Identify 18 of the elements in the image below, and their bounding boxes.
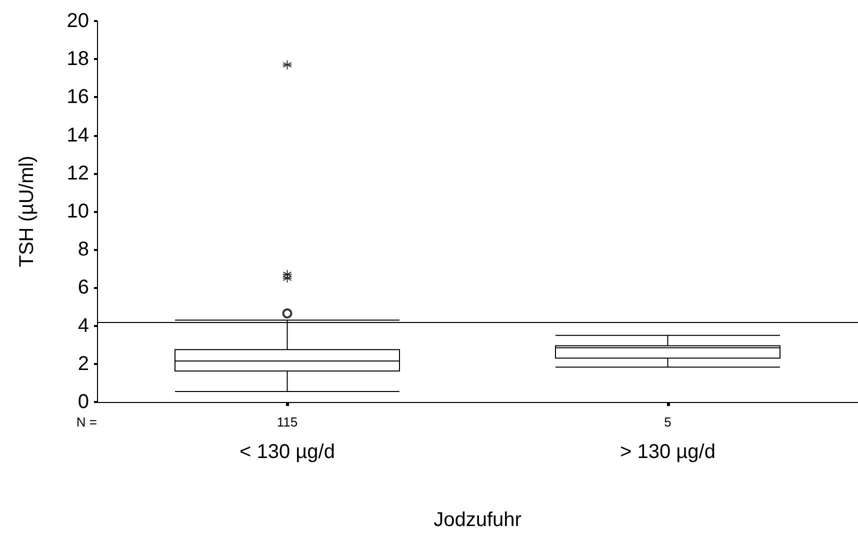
text: 5 <box>664 414 672 430</box>
text: 115 <box>276 414 298 430</box>
y-tick-label: 0 <box>78 391 89 413</box>
y-tick-label: 16 <box>66 86 89 108</box>
y-tick-label: 2 <box>78 352 89 375</box>
y-axis-title: TSH (µU/ml) <box>16 156 38 268</box>
y-tick-label: 6 <box>78 276 89 299</box>
y-tick-label: 4 <box>78 314 89 337</box>
y-tick-label: 14 <box>66 124 89 146</box>
y-tick-label: 18 <box>66 48 89 70</box>
y-tick-label: 10 <box>66 200 89 222</box>
x-axis-title: Jodzufuhr <box>434 509 522 531</box>
y-tick-label: 20 <box>66 10 89 32</box>
y-tick-label: 12 <box>66 162 89 184</box>
x-tick-label: < 130 µg/d <box>240 441 335 463</box>
x-tick-label: > 130 µg/d <box>620 441 716 463</box>
text: N = <box>76 414 97 430</box>
y-tick-label: 8 <box>78 238 89 261</box>
